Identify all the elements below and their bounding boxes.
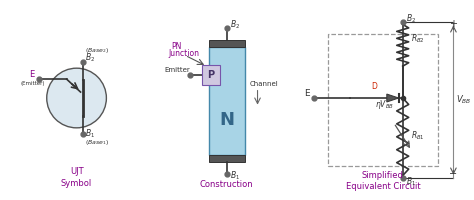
Text: N: N [219,111,234,129]
Text: $R_{B1}$: $R_{B1}$ [410,130,425,142]
Text: $B_2$: $B_2$ [230,18,240,31]
Text: (Emitter): (Emitter) [21,81,46,86]
Text: E: E [29,70,34,79]
Bar [209,155,245,162]
Text: UJT
Symbol: UJT Symbol [61,167,92,188]
Text: $(Base_1)$: $(Base_1)$ [84,138,109,147]
Text: Emitter: Emitter [164,67,190,73]
Text: $\eta V_{BB}$: $\eta V_{BB}$ [375,98,394,111]
Text: PN: PN [171,42,182,51]
Bar [209,40,245,47]
Bar [202,65,220,85]
Text: $B_2$: $B_2$ [84,51,95,64]
Text: $B_1$: $B_1$ [84,128,95,140]
Text: Channel: Channel [250,81,278,87]
Text: −: − [449,169,457,179]
Circle shape [47,68,106,128]
Text: $B_1$: $B_1$ [230,170,240,182]
Text: $B_2$: $B_2$ [406,12,416,25]
Text: $V_{BB}$: $V_{BB}$ [456,94,472,106]
Text: +: + [449,19,457,29]
Text: Simplified
Equivalent Circuit: Simplified Equivalent Circuit [346,171,420,191]
Text: Construction: Construction [200,180,254,189]
Text: Junction: Junction [168,49,199,58]
Polygon shape [387,94,399,102]
Text: E: E [304,89,310,98]
Text: $B_1$: $B_1$ [406,176,416,188]
Bar [328,34,438,166]
Text: P: P [207,70,214,80]
Text: $R_{B2}$: $R_{B2}$ [410,32,425,45]
Bar [209,47,245,155]
Text: $(Base_2)$: $(Base_2)$ [84,46,109,55]
Text: D: D [372,82,377,91]
